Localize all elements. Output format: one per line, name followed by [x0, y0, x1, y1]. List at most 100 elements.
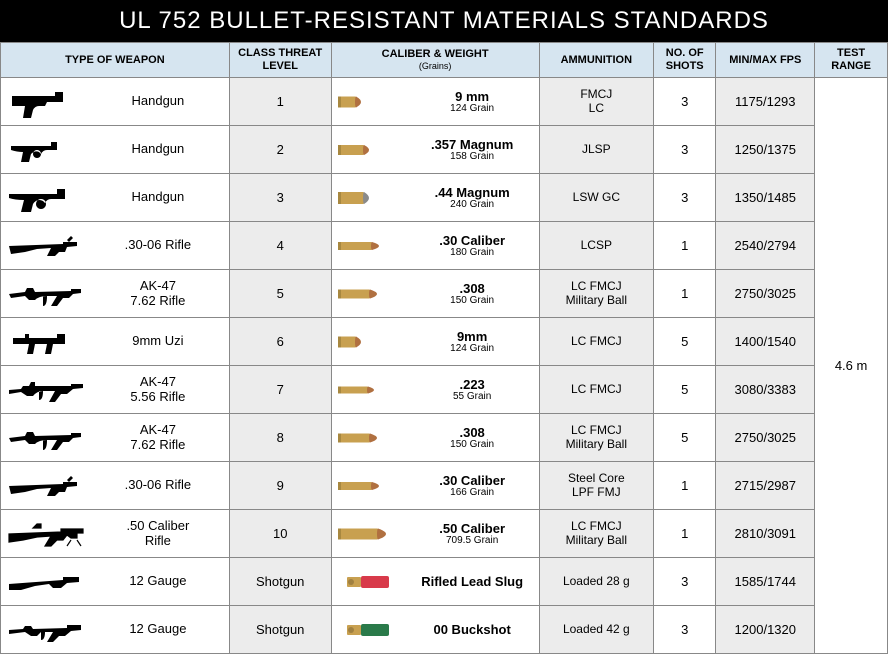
weapon-icon [7, 468, 85, 504]
caliber-text: .357 Magnum [410, 138, 535, 151]
caliber-cell: 9mm 124 Grain [331, 318, 539, 366]
weapon-label: .50 CaliberRifle [93, 519, 223, 549]
level-cell: 7 [229, 366, 331, 414]
level-cell: Shotgun [229, 558, 331, 606]
caliber-cell: .308 150 Grain [331, 414, 539, 462]
ammo-cell: LC FMCJ [539, 366, 653, 414]
bullet-icon [336, 236, 404, 256]
grain-text: 709.5 Grain [410, 536, 535, 546]
level-cell: 5 [229, 270, 331, 318]
bullet-icon [336, 476, 404, 496]
grain-text: 150 Grain [410, 440, 535, 450]
ammo-cell: LCSP [539, 222, 653, 270]
weapon-label: Handgun [93, 190, 223, 205]
table-row: .30-06 Rifle 4 .30 Caliber 180 Grain LCS… [1, 222, 888, 270]
ammo-cell: JLSP [539, 126, 653, 174]
ammo-cell: LC FMCJMilitary Ball [539, 414, 653, 462]
header-fps: MIN/MAX FPS [716, 43, 815, 78]
grain-text: 180 Grain [410, 248, 535, 258]
table-row: Handgun 2 .357 Magnum 158 Grain JLSP 3 1… [1, 126, 888, 174]
weapon-label: .30-06 Rifle [93, 238, 223, 253]
level-cell: 2 [229, 126, 331, 174]
shots-cell: 1 [654, 510, 716, 558]
bullet-icon [336, 428, 404, 448]
weapon-cell: AK-477.62 Rifle [1, 414, 230, 462]
shots-cell: 3 [654, 126, 716, 174]
grain-text: 55 Grain [410, 392, 535, 402]
weapon-cell: 12 Gauge [1, 558, 230, 606]
weapon-icon [7, 564, 85, 600]
fps-cell: 3080/3383 [716, 366, 815, 414]
caliber-cell: .50 Caliber 709.5 Grain [331, 510, 539, 558]
level-cell: 1 [229, 78, 331, 126]
table-row: 9mm Uzi 6 9mm 124 Grain LC FMCJ 5 1400/1… [1, 318, 888, 366]
caliber-cell: 00 Buckshot [331, 606, 539, 654]
fps-cell: 2750/3025 [716, 270, 815, 318]
caliber-cell: Rifled Lead Slug [331, 558, 539, 606]
weapon-icon [7, 324, 85, 360]
caliber-cell: .223 55 Grain [331, 366, 539, 414]
caliber-text: 9mm [410, 330, 535, 343]
weapon-label: 12 Gauge [93, 574, 223, 589]
caliber-text: .44 Magnum [410, 186, 535, 199]
level-cell: 6 [229, 318, 331, 366]
grain-text: 150 Grain [410, 296, 535, 306]
table-row: 12 Gauge Shotgun Rifled Lead Slug Loaded… [1, 558, 888, 606]
shots-cell: 1 [654, 270, 716, 318]
bullet-icon [336, 332, 404, 352]
weapon-icon [7, 420, 85, 456]
bullet-icon [336, 572, 404, 592]
weapon-icon [7, 228, 85, 264]
bullet-icon [336, 524, 404, 544]
weapon-cell: .30-06 Rifle [1, 462, 230, 510]
level-cell: 4 [229, 222, 331, 270]
ammo-cell: LC FMCJMilitary Ball [539, 510, 653, 558]
caliber-text: Rifled Lead Slug [410, 575, 535, 588]
weapon-label: Handgun [93, 142, 223, 157]
fps-cell: 2750/3025 [716, 414, 815, 462]
fps-cell: 1400/1540 [716, 318, 815, 366]
shots-cell: 5 [654, 414, 716, 462]
weapon-label: 12 Gauge [93, 622, 223, 637]
shots-cell: 3 [654, 606, 716, 654]
level-cell: 9 [229, 462, 331, 510]
weapon-icon [7, 276, 85, 312]
weapon-cell: AK-477.62 Rifle [1, 270, 230, 318]
ammo-cell: LC FMCJ [539, 318, 653, 366]
weapon-cell: AK-475.56 Rifle [1, 366, 230, 414]
header-level: CLASS THREAT LEVEL [229, 43, 331, 78]
weapon-cell: 9mm Uzi [1, 318, 230, 366]
grain-text: 124 Grain [410, 344, 535, 354]
fps-cell: 1175/1293 [716, 78, 815, 126]
shots-cell: 3 [654, 78, 716, 126]
caliber-cell: 9 mm 124 Grain [331, 78, 539, 126]
weapon-icon [7, 132, 85, 168]
caliber-text: .30 Caliber [410, 474, 535, 487]
fps-cell: 1585/1744 [716, 558, 815, 606]
shots-cell: 1 [654, 462, 716, 510]
weapon-label: 9mm Uzi [93, 334, 223, 349]
grain-text: 158 Grain [410, 152, 535, 162]
header-weapon: TYPE OF WEAPON [1, 43, 230, 78]
weapon-icon [7, 612, 85, 648]
test-range-cell: 4.6 m [815, 78, 888, 654]
table-row: AK-477.62 Rifle 8 .308 150 Grain LC FMCJ… [1, 414, 888, 462]
ammo-cell: Loaded 42 g [539, 606, 653, 654]
weapon-cell: Handgun [1, 174, 230, 222]
ammo-cell: Steel CoreLPF FMJ [539, 462, 653, 510]
caliber-cell: .308 150 Grain [331, 270, 539, 318]
fps-cell: 1350/1485 [716, 174, 815, 222]
weapon-icon [7, 516, 85, 552]
weapon-label: Handgun [93, 94, 223, 109]
table-row: 12 Gauge Shotgun 00 Buckshot Loaded 42 g… [1, 606, 888, 654]
weapon-label: AK-475.56 Rifle [93, 375, 223, 405]
header-caliber: CALIBER & WEIGHT (Grains) [331, 43, 539, 78]
table-row: AK-477.62 Rifle 5 .308 150 Grain LC FMCJ… [1, 270, 888, 318]
grain-text: 124 Grain [410, 104, 535, 114]
shots-cell: 3 [654, 174, 716, 222]
header-ammo: AMMUNITION [539, 43, 653, 78]
table-row: .30-06 Rifle 9 .30 Caliber 166 Grain Ste… [1, 462, 888, 510]
ammo-cell: FMCJLC [539, 78, 653, 126]
caliber-cell: .44 Magnum 240 Grain [331, 174, 539, 222]
level-cell: 8 [229, 414, 331, 462]
